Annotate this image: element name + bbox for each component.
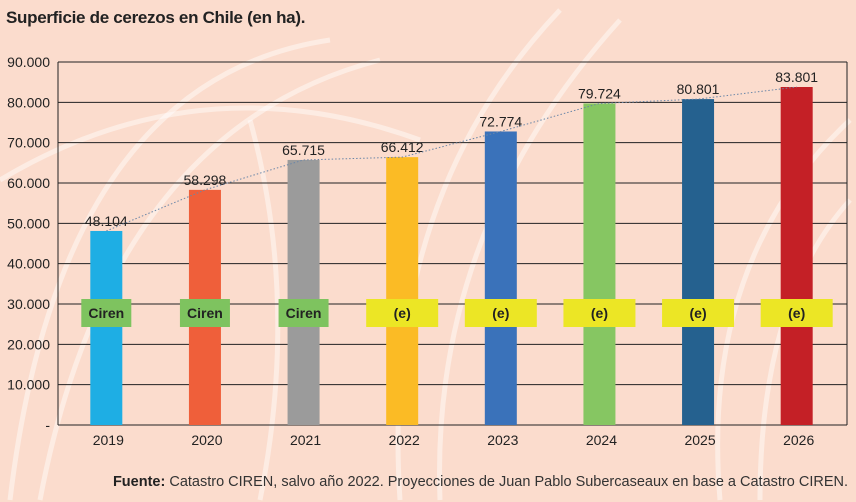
source-text: Catastro CIREN, salvo año 2022. Proyecci… (165, 474, 848, 490)
y-tick-label: 40.000 (7, 256, 50, 272)
background-arc (437, 18, 622, 501)
data-label: 83.801 (775, 69, 818, 85)
data-label: 65.715 (282, 142, 325, 158)
data-label: 72.774 (479, 113, 522, 129)
bar-2021 (287, 159, 320, 425)
tag-badge (81, 299, 132, 327)
bar-2024 (583, 103, 616, 425)
bar-2022 (386, 157, 419, 426)
y-tick-label: 70.000 (7, 135, 50, 151)
y-tick-label: 30.000 (7, 296, 50, 312)
bar-2026 (780, 87, 813, 426)
data-label: 58.298 (184, 172, 227, 188)
background-arc (0, 105, 421, 183)
x-tick-label: 2022 (389, 432, 420, 448)
source-label: Fuente: (112, 474, 166, 490)
x-tick-label: 2023 (487, 432, 518, 448)
data-label: 48.104 (85, 213, 128, 229)
tag-label: Ciren (187, 305, 223, 321)
tag-badge (366, 299, 439, 327)
bar-2023 (484, 131, 517, 425)
x-tick-label: 2021 (290, 432, 321, 448)
background-arc (247, 119, 281, 501)
x-tick-label: 2026 (783, 432, 814, 448)
bar-2025 (682, 99, 715, 425)
tag-badge (662, 299, 735, 327)
bar-2019 (90, 230, 123, 425)
tag-label: (e) (788, 305, 805, 321)
tag-label: (e) (492, 305, 509, 321)
tag-label: (e) (394, 305, 411, 321)
x-tick-label: 2025 (684, 432, 715, 448)
data-label: 66.412 (381, 139, 424, 155)
tag-badge (563, 299, 636, 327)
y-tick-label: 90.000 (7, 54, 50, 70)
chart-title: Superficie de cerezos en Chile (en ha). (6, 8, 306, 27)
y-tick-label: 80.000 (7, 94, 50, 110)
tag-label: Ciren (88, 305, 124, 321)
x-tick-label: 2020 (191, 432, 222, 448)
trend-line (106, 86, 797, 232)
y-tick-label: - (45, 417, 50, 433)
tag-badge (464, 299, 537, 327)
tag-label: (e) (591, 305, 608, 321)
y-tick-label: 10.000 (7, 377, 50, 393)
tag-badge (278, 299, 329, 327)
x-tick-label: 2024 (586, 432, 617, 448)
background-arc (7, 37, 331, 501)
tag-badge (179, 299, 230, 327)
y-tick-label: 50.000 (7, 215, 50, 231)
tag-label: (e) (690, 305, 707, 321)
x-tick-label: 2019 (93, 432, 124, 448)
data-label: 80.801 (677, 81, 720, 97)
source-note: Fuente: Catastro CIREN, salvo año 2022. … (113, 474, 848, 490)
y-tick-label: 60.000 (7, 175, 50, 191)
tag-label: Ciren (286, 305, 322, 321)
tag-badge (760, 299, 833, 327)
y-tick-label: 20.000 (7, 336, 50, 352)
background-arc (37, 57, 381, 501)
data-label: 79.724 (578, 85, 621, 101)
